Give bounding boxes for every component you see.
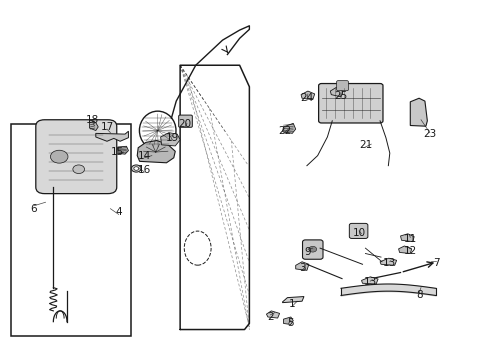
Polygon shape — [96, 131, 128, 141]
Text: 22: 22 — [277, 126, 290, 135]
Text: 24: 24 — [300, 93, 313, 103]
FancyBboxPatch shape — [348, 224, 367, 238]
Text: 9: 9 — [304, 247, 310, 257]
Text: 17: 17 — [100, 122, 113, 132]
Polygon shape — [398, 246, 411, 253]
Text: 15: 15 — [111, 147, 124, 157]
Text: 3: 3 — [298, 263, 305, 273]
Text: 19: 19 — [165, 133, 179, 143]
Text: 18: 18 — [85, 115, 99, 125]
Polygon shape — [282, 297, 304, 303]
Text: 14: 14 — [138, 150, 151, 161]
Circle shape — [308, 246, 316, 252]
Circle shape — [50, 150, 68, 163]
Circle shape — [131, 165, 141, 172]
Text: 8: 8 — [415, 291, 422, 301]
Text: 13: 13 — [363, 277, 376, 287]
Text: 16: 16 — [138, 165, 151, 175]
Text: 6: 6 — [30, 204, 37, 214]
Text: 13: 13 — [383, 258, 396, 268]
Text: 10: 10 — [352, 228, 365, 238]
Text: 21: 21 — [358, 140, 371, 150]
Polygon shape — [409, 98, 427, 126]
Polygon shape — [400, 234, 413, 242]
Text: 1: 1 — [288, 299, 295, 309]
Circle shape — [73, 165, 84, 174]
Polygon shape — [379, 258, 396, 265]
Polygon shape — [282, 123, 295, 134]
Text: 2: 2 — [266, 312, 273, 322]
FancyBboxPatch shape — [36, 120, 117, 194]
Text: 25: 25 — [334, 91, 347, 101]
FancyBboxPatch shape — [318, 84, 382, 123]
Text: 7: 7 — [432, 258, 439, 268]
Polygon shape — [301, 91, 314, 100]
Text: 11: 11 — [403, 234, 416, 244]
Polygon shape — [117, 146, 128, 154]
Polygon shape — [160, 133, 180, 146]
Text: 23: 23 — [422, 129, 435, 139]
Text: 20: 20 — [178, 120, 191, 129]
Polygon shape — [283, 317, 293, 324]
Polygon shape — [295, 262, 308, 270]
FancyBboxPatch shape — [336, 81, 347, 91]
FancyBboxPatch shape — [11, 125, 131, 336]
Text: 5: 5 — [287, 318, 294, 328]
Polygon shape — [330, 87, 342, 97]
FancyBboxPatch shape — [178, 115, 192, 127]
Circle shape — [134, 167, 139, 170]
Polygon shape — [266, 311, 279, 318]
Polygon shape — [89, 120, 98, 131]
Text: 4: 4 — [115, 207, 122, 217]
Text: 12: 12 — [403, 246, 416, 256]
Ellipse shape — [139, 111, 176, 150]
Polygon shape — [137, 140, 175, 163]
Polygon shape — [361, 277, 377, 284]
FancyBboxPatch shape — [302, 240, 323, 259]
